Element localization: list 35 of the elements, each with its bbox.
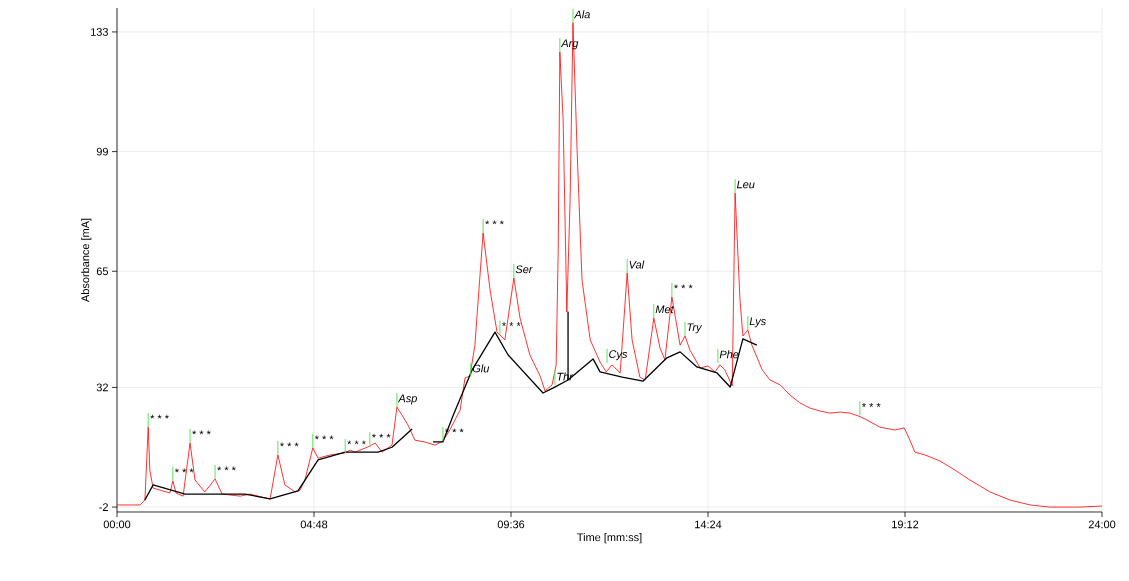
- annotation: * * *: [280, 442, 299, 447]
- y-tick-label: -2: [99, 503, 108, 511]
- annotation: * * *: [150, 414, 169, 419]
- x-tick-label: 14:24: [695, 520, 722, 529]
- annotation: * * *: [674, 284, 693, 289]
- x-axis-title: Time [mm:ss]: [577, 533, 642, 544]
- annotation: * * *: [314, 435, 334, 440]
- annotation: Val: [629, 260, 645, 269]
- annotation: * * *: [347, 440, 366, 445]
- annotation: Lys: [749, 317, 766, 328]
- annotation: * * *: [502, 322, 521, 326]
- x-tick-label: 24:00: [1088, 520, 1116, 529]
- y-tick-label: 65: [96, 267, 109, 276]
- x-tick-label: 00:00: [103, 520, 131, 529]
- y-tick-label: 32: [96, 383, 108, 392]
- y-axis-title: Absorbance [mA]: [81, 218, 92, 303]
- annotation: Glu: [472, 364, 490, 373]
- y-tick-label: 133: [91, 28, 108, 36]
- annotation: Leu: [736, 180, 755, 189]
- annotation: Asp: [397, 394, 417, 405]
- annotation: Ala: [573, 10, 590, 19]
- annotation: * * *: [192, 430, 211, 435]
- annotation: * * *: [174, 468, 194, 473]
- annotation: Ser: [515, 265, 533, 274]
- y-tick-label: 99: [96, 147, 108, 156]
- x-tick-label: 19:12: [892, 520, 919, 529]
- x-tick-label: 04:48: [300, 520, 328, 529]
- annotation: Try: [687, 323, 703, 334]
- annotation: * * *: [485, 220, 504, 225]
- annotation: * * *: [862, 403, 881, 407]
- line-series: [116, 22, 1103, 508]
- annotation: * * *: [217, 466, 236, 471]
- annotation: * * *: [445, 428, 464, 433]
- annotation: * * *: [371, 433, 391, 438]
- x-tick-label: 09:36: [497, 520, 525, 529]
